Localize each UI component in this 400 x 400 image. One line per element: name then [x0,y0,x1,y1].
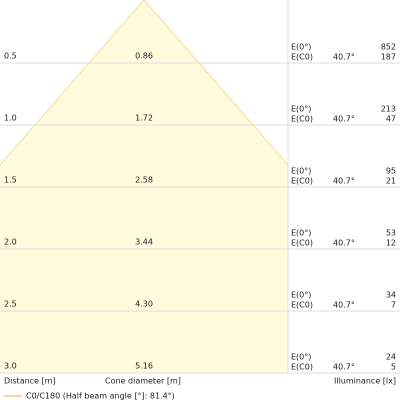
illuminance-header: Illuminance [lx] [334,377,396,386]
distance: 1.0 [4,114,17,123]
ec0-value: 187 [381,53,396,62]
half-angle: 40.7° [333,53,355,62]
half-angle: 40.7° [333,177,355,186]
ec0-label: E(C0) [291,53,313,62]
ec0-label: E(C0) [291,177,313,186]
distance: 1.5 [4,176,17,185]
e0-label: E(0°) [291,167,311,176]
cone-diameter: 4.30 [135,300,153,309]
distance: 3.0 [4,362,17,371]
e0-label: E(0°) [291,291,311,300]
distance: 2.5 [4,300,17,309]
half-angle: 40.7° [333,301,355,310]
half-angle: 40.7° [333,115,355,124]
e0-value: 852 [381,43,396,52]
ec0-label: E(C0) [291,115,313,124]
distance: 0.5 [4,52,17,61]
e0-label: E(0°) [291,105,311,114]
legend-label: C0/C180 (Half beam angle [°]: 81.4°) [26,392,175,400]
ec0-value: 21 [386,177,396,186]
e0-label: E(0°) [291,229,311,238]
cone-diameter: 0.86 [135,52,153,61]
ec0-value: 7 [391,301,396,310]
e0-label: E(0°) [291,43,311,52]
e0-label: E(0°) [291,353,311,362]
distance: 2.0 [4,238,17,247]
e0-value: 24 [386,353,396,362]
cone-diameter: 3.44 [135,238,153,247]
ec0-value: 47 [386,115,396,124]
half-angle: 40.7° [333,239,355,248]
half-angle: 40.7° [333,363,355,372]
cone-diameter: 2.58 [135,176,153,185]
cone-diameter: 1.72 [135,114,153,123]
ec0-label: E(C0) [291,301,313,310]
distance-header: Distance [m] [4,377,56,386]
ec0-value: 5 [391,363,396,372]
ec0-label: E(C0) [291,239,313,248]
diameter-header: Cone diameter [m] [105,377,181,386]
ec0-value: 12 [386,239,396,248]
e0-value: 95 [386,167,396,176]
e0-value: 34 [386,291,396,300]
e0-value: 213 [381,105,396,114]
cone-diameter: 5.16 [135,362,153,371]
ec0-label: E(C0) [291,363,313,372]
e0-value: 53 [386,229,396,238]
